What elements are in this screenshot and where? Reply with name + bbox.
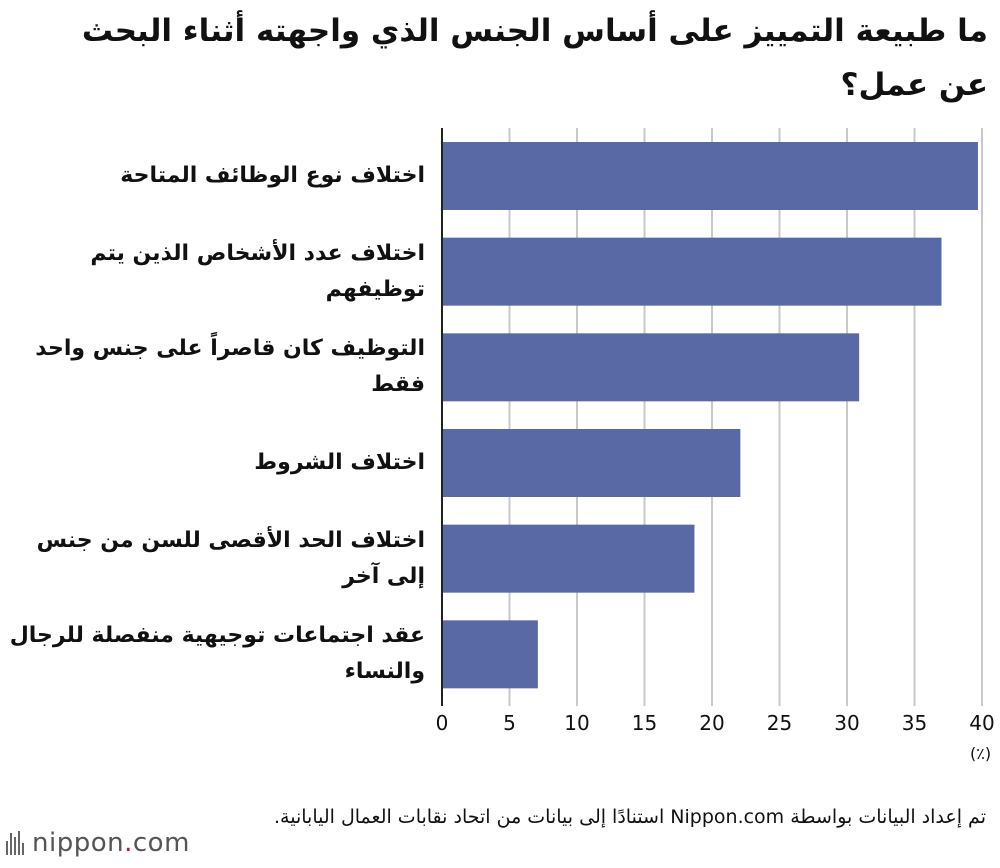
x-tick-label: 40 — [969, 711, 994, 735]
category-label: اختلاف عدد الأشخاص الذين يتم توظيفهم — [90, 240, 425, 302]
bar — [442, 333, 860, 402]
category-label: التوظيف كان قاصراً على جنس واحد فقط — [35, 336, 425, 398]
logo-mark-icon — [6, 831, 24, 855]
x-tick-label: 15 — [632, 711, 657, 735]
x-tick-label: 25 — [767, 711, 792, 735]
chart-title: ما طبيعة التمييز على أساس الجنس الذي واج… — [81, 13, 988, 103]
nippon-logo: nippon.com — [6, 828, 190, 858]
x-tick-labels: 0 5 10 15 20 25 30 35 40 — [436, 711, 995, 735]
source-note: تم إعداد البيانات بواسطة Nippon.com استن… — [274, 806, 986, 828]
gridlines — [508, 128, 983, 706]
bars — [442, 142, 978, 689]
bar — [442, 524, 695, 593]
x-tick-label: 35 — [902, 711, 927, 735]
bar — [442, 237, 942, 306]
bar — [442, 620, 538, 689]
bar — [442, 429, 741, 497]
category-label: اختلاف نوع الوظائف المتاحة — [120, 163, 425, 188]
bar — [442, 142, 978, 210]
x-tick-label: 10 — [564, 711, 589, 735]
x-tick-label: 20 — [699, 711, 724, 735]
unit-label: (٪) — [970, 744, 992, 763]
logo-text: nippon.com — [32, 828, 190, 858]
category-label: اختلاف الشروط — [254, 450, 425, 475]
x-tick-label: 30 — [834, 711, 859, 735]
x-tick-label: 0 — [436, 711, 449, 735]
category-label: عقد اجتماعات توجيهية منفصلة للرجال والنس… — [9, 623, 425, 685]
category-label: اختلاف الحد الأقصى للسن من جنس إلى آخر — [36, 527, 425, 589]
x-tick-label: 5 — [503, 711, 516, 735]
